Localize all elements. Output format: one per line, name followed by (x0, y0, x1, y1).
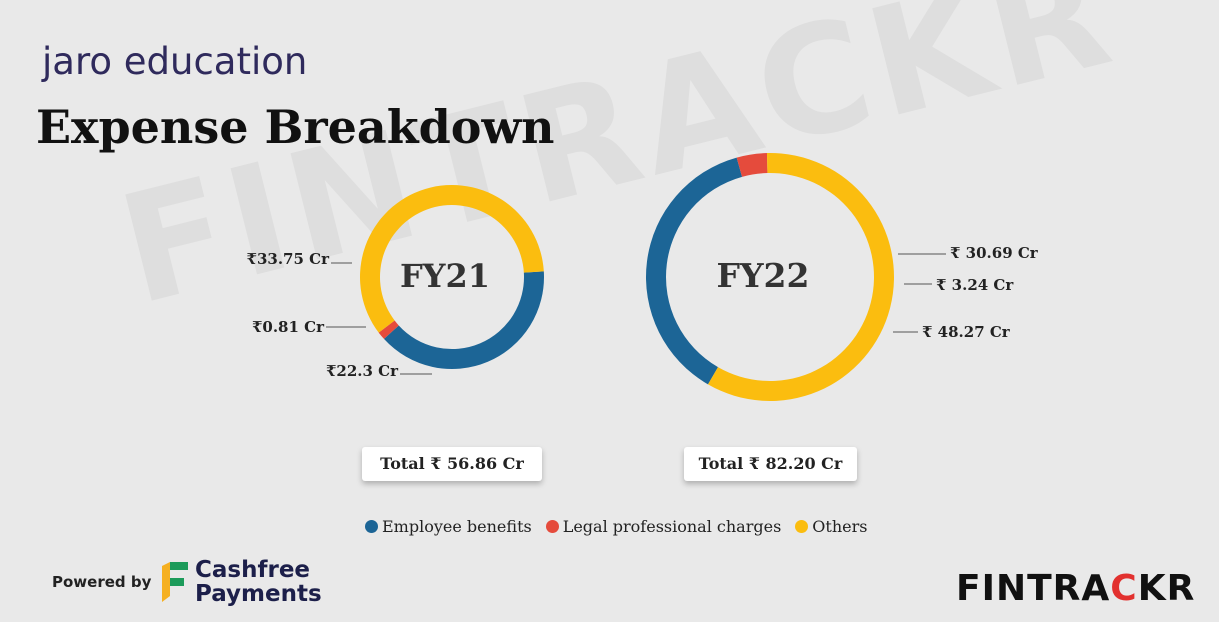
data-label-fy22-0: ₹ 30.69 Cr (950, 244, 1039, 262)
legend-label: Legal professional charges (562, 517, 782, 536)
cashfree-logo-icon (162, 562, 188, 602)
legend-label: Employee benefits (382, 517, 532, 536)
cashfree-wordmark: Cashfree Payments (195, 557, 322, 607)
slice-fy21-2 (360, 184, 544, 333)
slice-fy22-2 (708, 153, 895, 401)
legend-dot-others (795, 520, 809, 533)
powered-by-text: Powered by (52, 573, 152, 591)
slice-fy22-0 (646, 157, 743, 385)
slice-fy21-0 (383, 271, 545, 370)
legend-item-others: Others (795, 517, 867, 536)
slice-fy21-1 (378, 320, 399, 339)
legend-dot-employee (365, 520, 378, 533)
data-label-fy21-2: ₹33.75 Cr (247, 250, 331, 268)
data-label-fy21-1: ₹0.81 Cr (252, 318, 325, 336)
page-title: Expense Breakdown (36, 100, 555, 154)
legend-dot-legal (545, 520, 559, 533)
fintrackr-logo: FINTRACKR (956, 568, 1196, 609)
slice-fy22-1 (736, 153, 768, 177)
total-fy21: Total ₹ 56.86 Cr (362, 447, 542, 481)
brand-logo: jaro education (42, 40, 308, 83)
data-label-fy22-2: ₹ 48.27 Cr (922, 323, 1011, 341)
chart-legend: Employee benefits Legal professional cha… (365, 517, 867, 536)
data-label-fy22-1: ₹ 3.24 Cr (936, 276, 1014, 294)
total-fy22: Total ₹ 82.20 Cr (684, 447, 857, 481)
legend-item-legal: Legal professional charges (545, 517, 782, 536)
center-label-fy22: FY22 (717, 256, 810, 295)
legend-item-employee: Employee benefits (365, 517, 532, 536)
center-label-fy21: FY21 (400, 257, 490, 295)
legend-label: Others (812, 517, 868, 536)
data-label-fy21-0: ₹22.3 Cr (326, 362, 399, 380)
